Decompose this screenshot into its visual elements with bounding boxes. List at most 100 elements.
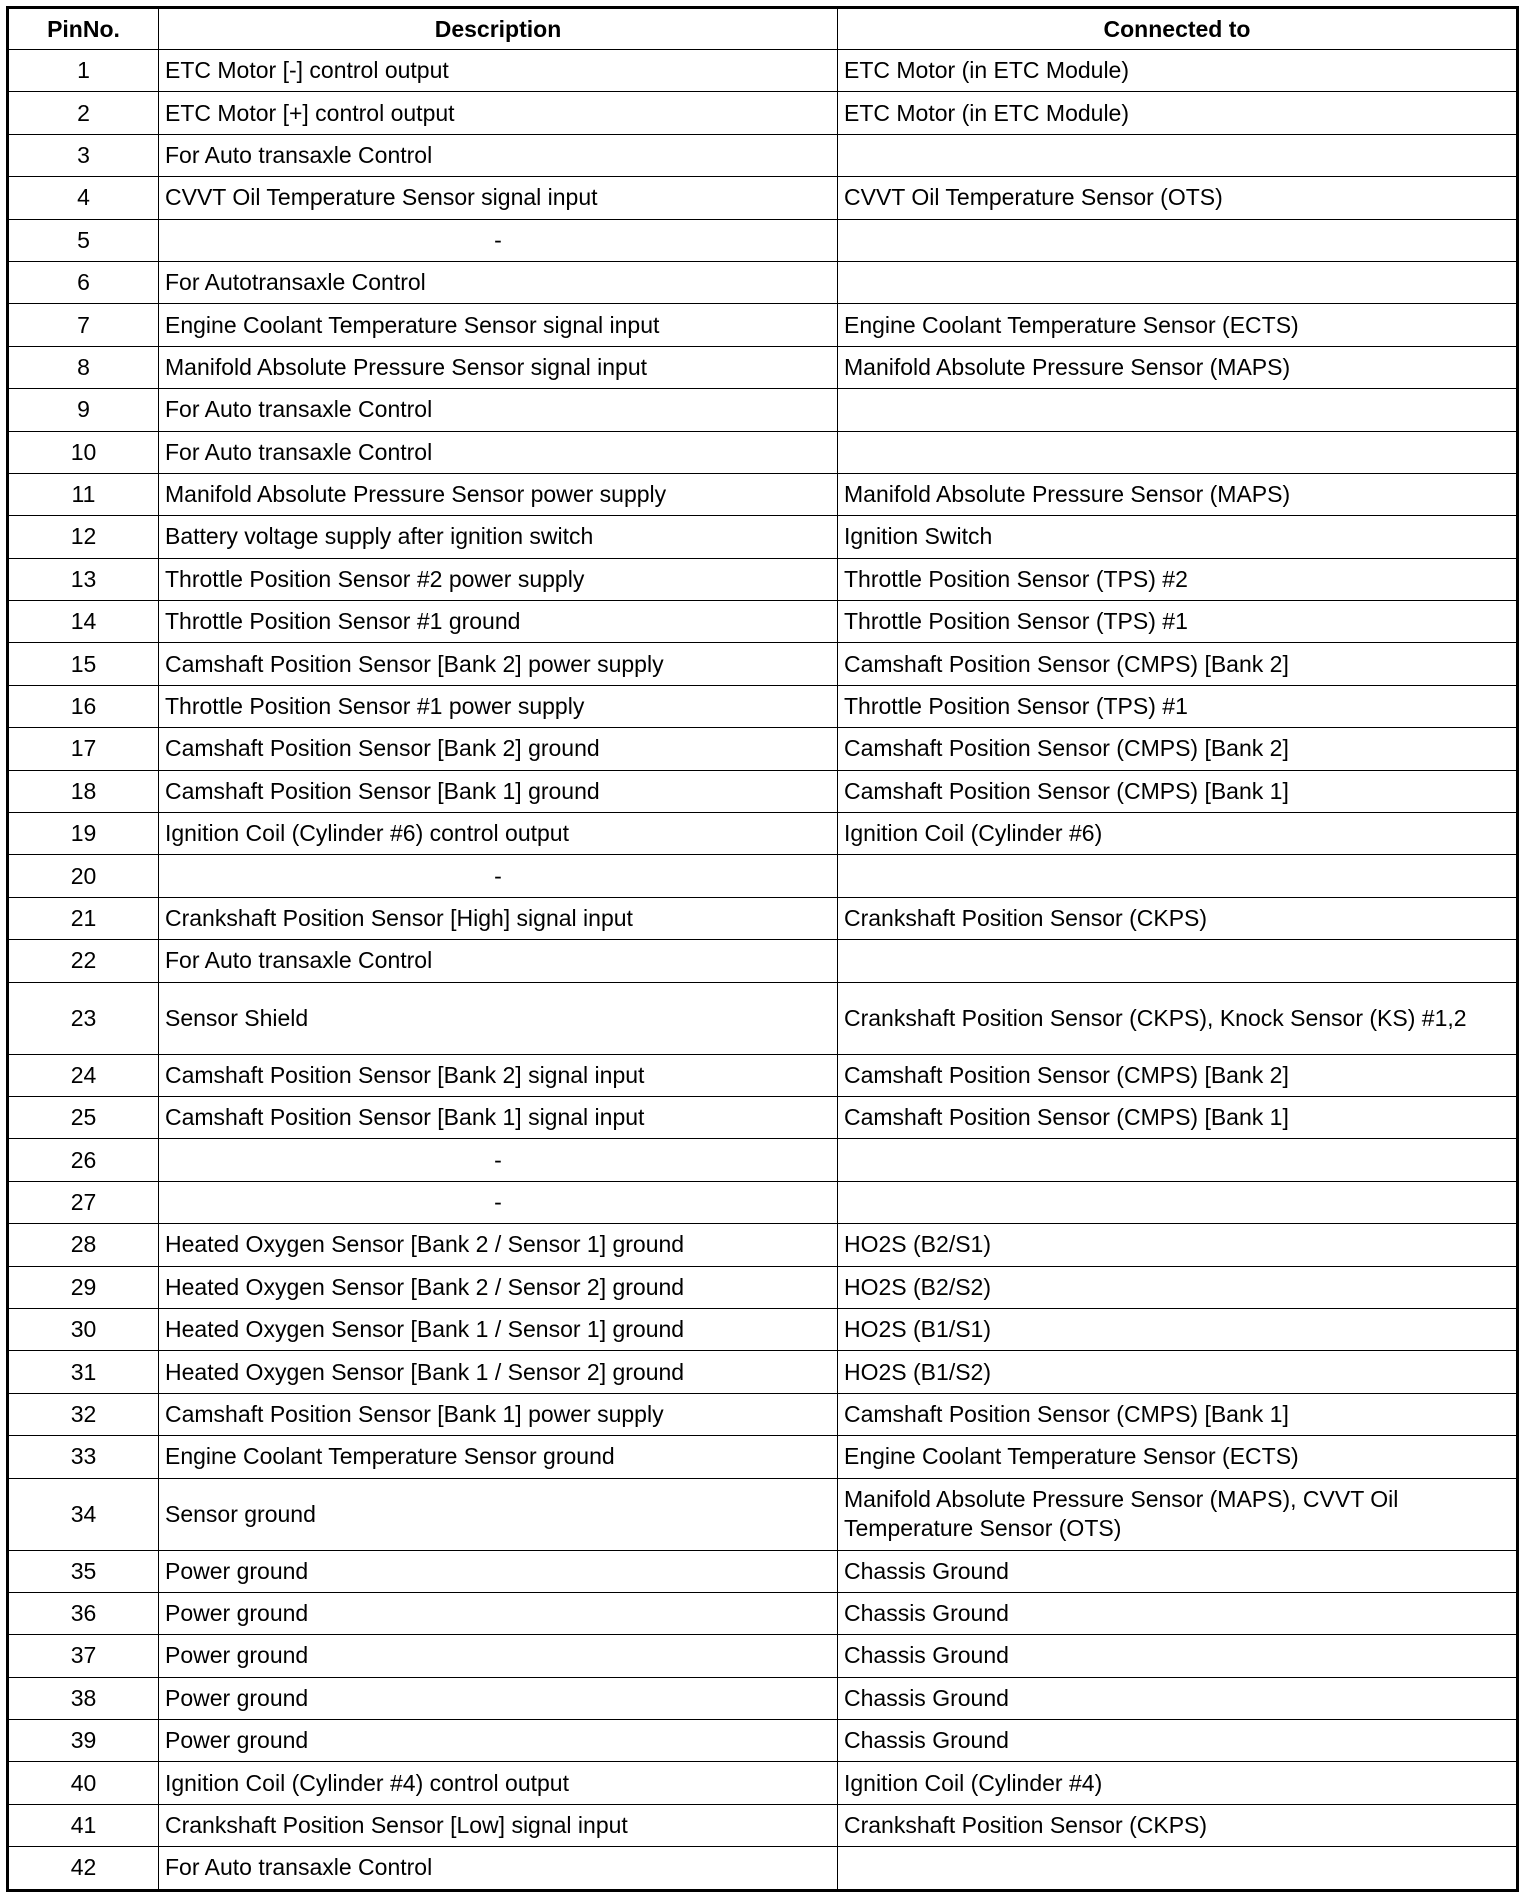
description-cell: Camshaft Position Sensor [Bank 1] signal… <box>158 1095 838 1140</box>
table-row: 19 Ignition Coil (Cylinder #6) control ou… <box>7 812 1518 856</box>
connected-cell: Ignition Coil (Cylinder #6) <box>837 812 1518 856</box>
header-row: PinNo. Description Connected to <box>7 7 1518 50</box>
pin-cell: 37 <box>7 1634 159 1678</box>
pin-cell: 42 <box>7 1846 159 1891</box>
description-cell: Power ground <box>158 1676 838 1721</box>
table-row: 20- <box>7 854 1518 898</box>
connected-cell: Throttle Position Sensor (TPS) #1 <box>837 600 1518 644</box>
pin-cell: 1 <box>7 48 159 93</box>
connected-cell: Chassis Ground <box>837 1719 1518 1763</box>
connected-cell: Throttle Position Sensor (TPS) #2 <box>837 557 1518 602</box>
pin-cell: 22 <box>7 939 159 983</box>
table-row: 24 Camshaft Position Sensor [Bank 2] sign… <box>7 1053 1518 1097</box>
pin-cell: 13 <box>7 557 159 602</box>
pin-cell: 24 <box>7 1053 159 1097</box>
description-cell: For Autotransaxle Control <box>158 260 838 305</box>
description-cell: Camshaft Position Sensor [Bank 2] signal… <box>158 1053 838 1097</box>
description-cell: Sensor Shield <box>158 981 838 1055</box>
description-cell: Camshaft Position Sensor [Bank 1] ground <box>158 769 838 814</box>
table-row: 13 Throttle Position Sensor #2 power supp… <box>7 557 1518 602</box>
table-row: 31 Heated Oxygen Sensor [Bank 1 / Sensor … <box>7 1350 1518 1394</box>
table-row: 29 Heated Oxygen Sensor [Bank 2 / Sensor … <box>7 1265 1518 1309</box>
connected-cell: Camshaft Position Sensor (CMPS) [Bank 2] <box>837 1053 1518 1097</box>
pin-table: PinNo. Description Connected to 1 ETC Mot… <box>6 6 1519 1892</box>
connected-cell: Ignition Switch <box>837 515 1518 559</box>
pin-cell: 4 <box>7 176 159 220</box>
table-row: 42 For Auto transaxle Control <box>7 1846 1518 1891</box>
table-row: 8 Manifold Absolute Pressure Sensor signa… <box>7 345 1518 390</box>
description-cell: For Auto transaxle Control <box>158 1846 838 1891</box>
description-cell: Camshaft Position Sensor [Bank 1] power … <box>158 1392 838 1437</box>
table-row: 7 Engine Coolant Temperature Sensor signa… <box>7 303 1518 347</box>
table-row: 17 Camshaft Position Sensor [Bank 2] grou… <box>7 727 1518 771</box>
description-cell: Ignition Coil (Cylinder #6) control outp… <box>158 812 838 856</box>
connected-cell <box>837 133 1518 178</box>
connected-cell: Manifold Absolute Pressure Sensor (MAPS)… <box>837 1477 1518 1551</box>
table-row: 22 For Auto transaxle Control <box>7 939 1518 983</box>
description-cell: Battery voltage supply after ignition sw… <box>158 515 838 559</box>
connected-cell <box>837 854 1518 898</box>
pin-cell: 18 <box>7 769 159 814</box>
pin-cell: 40 <box>7 1761 159 1805</box>
table-row: 18 Camshaft Position Sensor [Bank 1] grou… <box>7 769 1518 814</box>
connected-cell: HO2S (B2/S1) <box>837 1223 1518 1267</box>
connected-cell: Throttle Position Sensor (TPS) #1 <box>837 684 1518 729</box>
connected-cell <box>837 430 1518 474</box>
table-row: 39 Power ground Chassis Ground <box>7 1719 1518 1763</box>
pin-cell: 26 <box>7 1138 159 1182</box>
table-row: 32 Camshaft Position Sensor [Bank 1] powe… <box>7 1392 1518 1437</box>
connected-cell <box>837 1846 1518 1891</box>
description-cell: Crankshaft Position Sensor [Low] signal … <box>158 1803 838 1848</box>
table-row: 15 Camshaft Position Sensor [Bank 2] powe… <box>7 642 1518 686</box>
pin-cell: 11 <box>7 472 159 517</box>
pin-cell: 28 <box>7 1223 159 1267</box>
description-cell: Heated Oxygen Sensor [Bank 2 / Sensor 1]… <box>158 1223 838 1267</box>
pin-cell: 15 <box>7 642 159 686</box>
table-row: 26- <box>7 1138 1518 1182</box>
description-cell: Throttle Position Sensor #1 power supply <box>158 684 838 729</box>
pin-cell: 8 <box>7 345 159 390</box>
connected-cell: HO2S (B2/S2) <box>837 1265 1518 1309</box>
table-row: 41 Crankshaft Position Sensor [Low] signa… <box>7 1803 1518 1848</box>
connected-cell: Crankshaft Position Sensor (CKPS) <box>837 1803 1518 1848</box>
description-cell: Engine Coolant Temperature Sensor signal… <box>158 303 838 347</box>
connected-cell: Engine Coolant Temperature Sensor (ECTS) <box>837 303 1518 347</box>
connected-cell <box>837 1138 1518 1182</box>
pin-cell: 39 <box>7 1719 159 1763</box>
pin-cell: 25 <box>7 1095 159 1140</box>
description-cell: Heated Oxygen Sensor [Bank 1 / Sensor 2]… <box>158 1350 838 1394</box>
table-row: 16 Throttle Position Sensor #1 power supp… <box>7 684 1518 729</box>
description-cell: Power ground <box>158 1719 838 1763</box>
header-connected: Connected to <box>837 7 1518 50</box>
table-row: 9 For Auto transaxle Control <box>7 388 1518 432</box>
pin-cell: 21 <box>7 896 159 941</box>
description-cell: - <box>158 854 838 898</box>
table-row: 21 Crankshaft Position Sensor [High] sign… <box>7 896 1518 941</box>
connected-cell: Manifold Absolute Pressure Sensor (MAPS) <box>837 345 1518 390</box>
description-cell: ETC Motor [-] control output <box>158 48 838 93</box>
pin-cell: 14 <box>7 600 159 644</box>
connected-cell: ETC Motor (in ETC Module) <box>837 48 1518 93</box>
table-row: 33 Engine Coolant Temperature Sensor grou… <box>7 1435 1518 1479</box>
connected-cell: Chassis Ground <box>837 1634 1518 1678</box>
description-cell: For Auto transaxle Control <box>158 388 838 432</box>
description-cell: Manifold Absolute Pressure Sensor power … <box>158 472 838 517</box>
table-row: 25 Camshaft Position Sensor [Bank 1] sign… <box>7 1095 1518 1140</box>
header-pin: PinNo. <box>7 7 159 50</box>
connected-cell: Camshaft Position Sensor (CMPS) [Bank 1] <box>837 1392 1518 1437</box>
table-row: 1 ETC Motor [-] control output ETC Motor (… <box>7 48 1518 93</box>
pin-cell: 31 <box>7 1350 159 1394</box>
pin-cell: 2 <box>7 91 159 135</box>
connected-cell <box>837 388 1518 432</box>
pin-cell: 30 <box>7 1307 159 1352</box>
description-cell: Throttle Position Sensor #2 power supply <box>158 557 838 602</box>
description-cell: For Auto transaxle Control <box>158 133 838 178</box>
connected-cell <box>837 1180 1518 1225</box>
pin-cell: 27 <box>7 1180 159 1225</box>
connected-cell: CVVT Oil Temperature Sensor (OTS) <box>837 176 1518 220</box>
table-row: 34 Sensor ground Manifold Absolute Pressur… <box>7 1477 1518 1551</box>
connected-cell: Chassis Ground <box>837 1676 1518 1721</box>
pin-cell: 32 <box>7 1392 159 1437</box>
description-cell: Camshaft Position Sensor [Bank 2] power … <box>158 642 838 686</box>
connected-cell: Chassis Ground <box>837 1591 1518 1636</box>
